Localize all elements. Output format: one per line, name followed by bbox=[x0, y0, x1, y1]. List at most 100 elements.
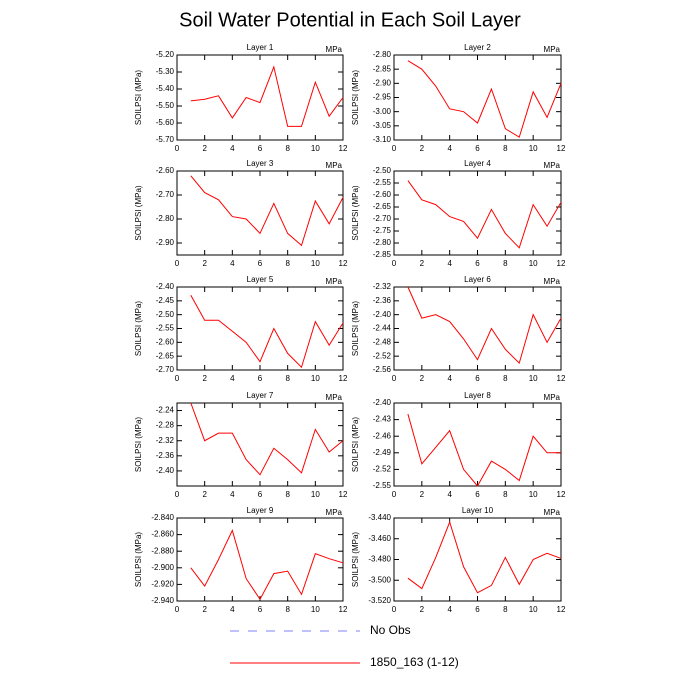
y-tick-label: -2.50 bbox=[373, 166, 392, 175]
x-tick-label: 2 bbox=[202, 374, 207, 383]
units-label: MPa bbox=[326, 161, 343, 170]
x-tick-label: 2 bbox=[420, 605, 425, 614]
x-tick-label: 6 bbox=[258, 259, 263, 268]
y-tick-label: -2.24 bbox=[156, 406, 175, 415]
x-tick-label: 6 bbox=[258, 374, 263, 383]
data-line bbox=[190, 529, 344, 601]
x-tick-label: 8 bbox=[285, 259, 290, 268]
y-tick-label: -2.52 bbox=[373, 465, 392, 474]
x-tick-label: 10 bbox=[311, 605, 320, 614]
plot-frame bbox=[176, 402, 344, 487]
y-axis-label: SOILPSI (MPa) bbox=[134, 301, 143, 356]
y-tick-label: -2.48 bbox=[373, 337, 392, 346]
units-label: MPa bbox=[544, 277, 561, 286]
x-tick-label: 12 bbox=[557, 374, 566, 383]
x-tick-label: 0 bbox=[392, 144, 397, 153]
units-label: MPa bbox=[544, 508, 561, 517]
y-tick-label: -2.36 bbox=[373, 296, 392, 305]
y-tick-label: -2.36 bbox=[156, 451, 175, 460]
x-tick-label: 12 bbox=[339, 374, 348, 383]
y-tick-label: -3.460 bbox=[368, 534, 391, 543]
y-tick-label: -2.940 bbox=[151, 596, 174, 605]
y-tick-label: -2.95 bbox=[373, 93, 392, 102]
y-tick-label: -2.920 bbox=[151, 580, 174, 589]
units-label: MPa bbox=[326, 393, 343, 402]
x-tick-label: 10 bbox=[529, 490, 538, 499]
units-label: MPa bbox=[544, 45, 561, 54]
x-tick-label: 6 bbox=[258, 144, 263, 153]
y-tick-label: -5.40 bbox=[156, 84, 175, 93]
plot-frame bbox=[176, 286, 344, 371]
y-axis-label: SOILPSI (MPa) bbox=[351, 301, 360, 356]
plot-frame bbox=[176, 54, 344, 141]
data-line bbox=[190, 175, 344, 247]
legend-label: 1850_163 (1-12) bbox=[370, 655, 459, 669]
data-line bbox=[190, 295, 344, 369]
units-label: MPa bbox=[544, 393, 561, 402]
panel-title: Layer 10 bbox=[462, 506, 494, 515]
data-line bbox=[190, 65, 344, 127]
y-tick-label: -2.85 bbox=[373, 64, 392, 73]
x-tick-label: 12 bbox=[557, 259, 566, 268]
y-tick-label: -3.500 bbox=[368, 575, 391, 584]
data-line bbox=[407, 413, 561, 487]
y-tick-label: -5.70 bbox=[156, 135, 175, 144]
x-tick-label: 0 bbox=[175, 259, 180, 268]
x-tick-label: 12 bbox=[557, 605, 566, 614]
data-line bbox=[407, 520, 562, 594]
x-tick-label: 0 bbox=[175, 490, 180, 499]
y-tick-label: -2.40 bbox=[373, 310, 392, 319]
plot-frame bbox=[393, 517, 562, 602]
x-tick-label: 0 bbox=[392, 374, 397, 383]
x-tick-label: 0 bbox=[175, 605, 180, 614]
panel-title: Layer 4 bbox=[464, 159, 491, 168]
x-tick-label: 6 bbox=[475, 374, 480, 383]
panel: Layer 7 MPa SOILPSI (MPa) -2.24 -2.28 -2.32 -2… bbox=[134, 391, 348, 499]
x-tick-label: 4 bbox=[447, 490, 452, 499]
data-line bbox=[407, 286, 562, 365]
panel-title: Layer 1 bbox=[247, 43, 274, 52]
x-tick-label: 8 bbox=[285, 144, 290, 153]
x-tick-label: 4 bbox=[447, 605, 452, 614]
y-tick-label: -3.480 bbox=[368, 555, 391, 564]
panel-title: Layer 7 bbox=[247, 391, 274, 400]
y-tick-label: -2.60 bbox=[373, 190, 392, 199]
units-label: MPa bbox=[544, 161, 561, 170]
x-tick-label: 10 bbox=[529, 259, 538, 268]
x-tick-label: 12 bbox=[339, 144, 348, 153]
x-tick-label: 2 bbox=[420, 144, 425, 153]
y-axis-label: SOILPSI (MPa) bbox=[134, 185, 143, 240]
x-tick-label: 6 bbox=[475, 259, 480, 268]
legend-label: No Obs bbox=[370, 623, 411, 637]
units-label: MPa bbox=[326, 277, 343, 286]
legend: No Obs 1850_163 (1-12) bbox=[230, 623, 459, 669]
x-tick-label: 10 bbox=[311, 144, 320, 153]
y-tick-label: -5.60 bbox=[156, 118, 175, 127]
x-tick-label: 10 bbox=[529, 605, 538, 614]
x-tick-label: 12 bbox=[339, 605, 348, 614]
x-tick-label: 6 bbox=[475, 605, 480, 614]
x-tick-label: 0 bbox=[392, 490, 397, 499]
panel-title: Layer 3 bbox=[247, 159, 274, 168]
x-tick-label: 2 bbox=[420, 374, 425, 383]
y-tick-label: -2.40 bbox=[156, 282, 175, 291]
y-tick-label: -5.20 bbox=[156, 50, 175, 59]
x-tick-label: 0 bbox=[392, 605, 397, 614]
y-tick-label: -2.80 bbox=[373, 238, 392, 247]
y-axis-label: SOILPSI (MPa) bbox=[134, 417, 143, 472]
y-tick-label: -2.52 bbox=[373, 351, 392, 360]
y-tick-label: -2.40 bbox=[156, 466, 175, 475]
x-tick-label: 8 bbox=[503, 490, 508, 499]
y-tick-label: -5.50 bbox=[156, 101, 175, 110]
x-tick-label: 2 bbox=[202, 605, 207, 614]
panel: Layer 1 MPa SOILPSI (MPa) -5.20 -5.30 -5.40 -5… bbox=[134, 43, 348, 153]
x-tick-label: 10 bbox=[311, 490, 320, 499]
y-tick-label: -2.56 bbox=[373, 365, 392, 374]
panel: Layer 8 MPa SOILPSI (MPa) -2.40 -2.43 -2.46 -2… bbox=[351, 391, 566, 499]
x-tick-label: 8 bbox=[285, 605, 290, 614]
x-tick-label: 8 bbox=[503, 144, 508, 153]
y-tick-label: -2.60 bbox=[156, 337, 175, 346]
x-tick-label: 0 bbox=[175, 144, 180, 153]
x-tick-label: 4 bbox=[447, 144, 452, 153]
x-tick-label: 12 bbox=[339, 259, 348, 268]
